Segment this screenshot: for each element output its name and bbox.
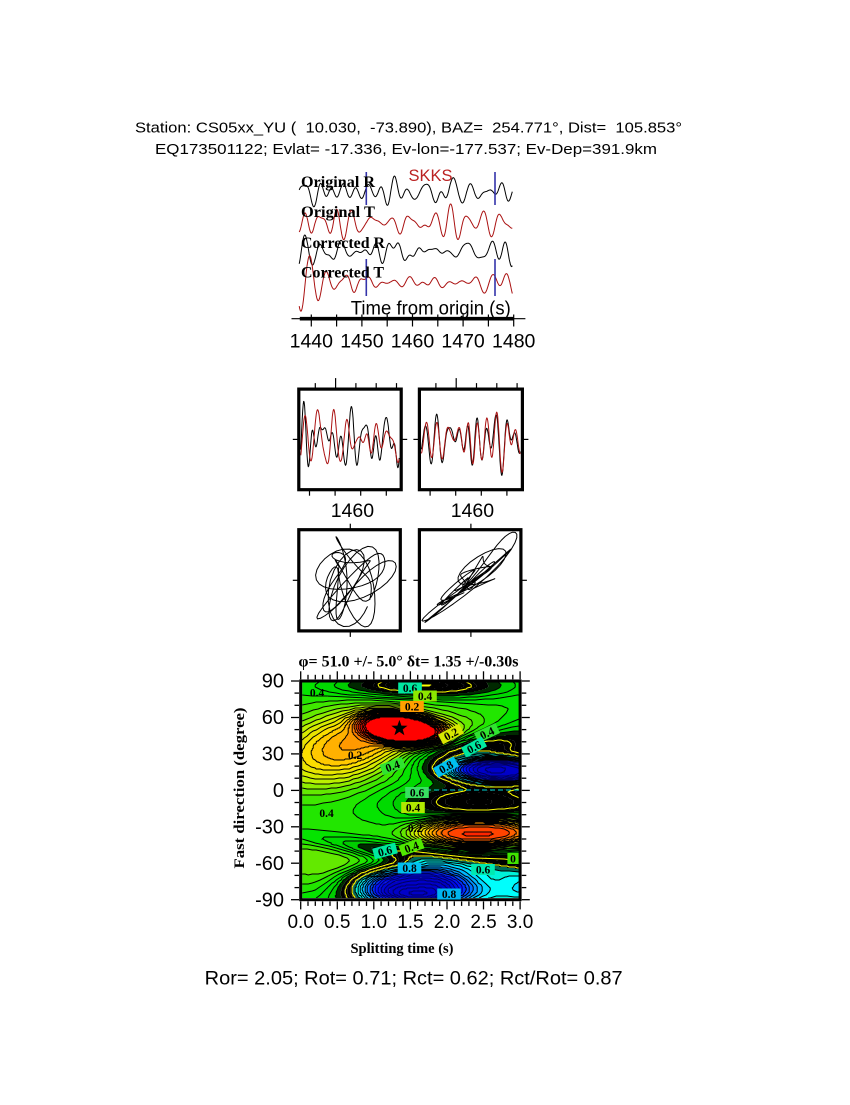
svg-text:Original R: Original R — [301, 174, 375, 191]
svg-text:EQ173501122; Evlat= -17.336, E: EQ173501122; Evlat= -17.336, Ev-lon=-177… — [155, 141, 657, 158]
svg-text:1440: 1440 — [290, 331, 334, 353]
svg-text:1460: 1460 — [391, 331, 435, 353]
svg-text:0.8: 0.8 — [442, 889, 457, 901]
svg-text:1470: 1470 — [441, 331, 485, 353]
svg-text:0.4: 0.4 — [406, 803, 421, 815]
svg-text:90: 90 — [262, 671, 284, 693]
svg-text:Station: CS05xx_YU ( 10.030,: Station: CS05xx_YU ( 10.030, -73.890), B… — [135, 120, 682, 137]
svg-text:2.5: 2.5 — [470, 912, 496, 933]
svg-text:0.4: 0.4 — [403, 840, 421, 856]
svg-text:0.2: 0.2 — [408, 823, 423, 835]
svg-text:-30: -30 — [255, 817, 284, 839]
svg-text:0.6: 0.6 — [410, 788, 425, 800]
svg-text:0.4: 0.4 — [418, 691, 433, 703]
svg-text:1.5: 1.5 — [397, 912, 423, 933]
svg-text:φ= 51.0 +/- 5.0° δt= 1.35 +/-0: φ= 51.0 +/- 5.0° δt= 1.35 +/-0.30s — [299, 654, 519, 671]
svg-text:0: 0 — [510, 854, 516, 866]
svg-text:2.0: 2.0 — [434, 912, 460, 933]
svg-text:0.0: 0.0 — [287, 912, 313, 933]
svg-text:-60: -60 — [255, 853, 284, 875]
svg-text:0.4: 0.4 — [478, 725, 496, 742]
svg-text:Time from origin (s): Time from origin (s) — [351, 299, 511, 320]
svg-text:Corrected R: Corrected R — [301, 235, 385, 252]
svg-text:Corrected T: Corrected T — [301, 265, 384, 282]
svg-text:60: 60 — [262, 707, 284, 729]
svg-text:0.2: 0.2 — [348, 750, 363, 762]
svg-text:0.4: 0.4 — [384, 759, 402, 775]
svg-text:Fast direction (degree): Fast direction (degree) — [232, 707, 248, 868]
svg-text:-90: -90 — [255, 889, 284, 911]
svg-text:1460: 1460 — [451, 500, 495, 522]
svg-text:SKKS: SKKS — [409, 167, 453, 185]
svg-text:0.2: 0.2 — [405, 702, 420, 714]
svg-text:1450: 1450 — [340, 331, 384, 353]
svg-text:Ror= 2.05; Rot= 0.71; Rct= 0.6: Ror= 2.05; Rot= 0.71; Rct= 0.62; Rct/Rot… — [205, 967, 623, 989]
svg-text:0.4: 0.4 — [319, 808, 334, 820]
svg-text:30: 30 — [262, 744, 284, 766]
svg-text:1460: 1460 — [331, 500, 375, 522]
svg-text:0.6: 0.6 — [476, 865, 491, 877]
svg-text:0.4: 0.4 — [310, 688, 325, 700]
svg-text:1.0: 1.0 — [361, 912, 387, 933]
svg-text:0.8: 0.8 — [402, 863, 417, 875]
svg-text:0: 0 — [273, 780, 284, 802]
svg-text:0.5: 0.5 — [324, 912, 350, 933]
svg-text:Original T: Original T — [301, 204, 375, 221]
svg-text:3.0: 3.0 — [507, 912, 533, 933]
svg-text:Splitting time (s): Splitting time (s) — [351, 941, 454, 957]
svg-text:0.6: 0.6 — [377, 844, 394, 859]
svg-text:1480: 1480 — [492, 331, 536, 353]
